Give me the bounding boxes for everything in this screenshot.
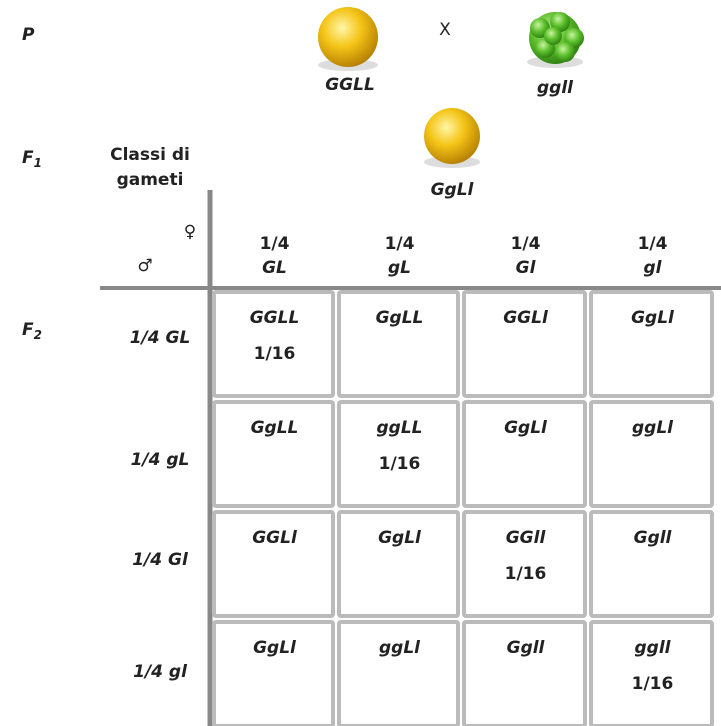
gamete-header: gameti [117, 170, 184, 190]
cell [589, 400, 714, 508]
cell [212, 620, 335, 726]
cell-genotype: GgLl [253, 638, 297, 658]
cell [337, 400, 460, 508]
cell-genotype: ggll [635, 638, 672, 658]
cell [462, 510, 587, 618]
cell-genotype: GgLL [376, 308, 424, 328]
cell [589, 510, 714, 618]
cell-fraction: 1/16 [379, 454, 421, 474]
column-gamete: GL [262, 258, 287, 278]
row-label: 1/4 Gl [132, 550, 189, 570]
cell [212, 290, 335, 398]
cell-genotype: Ggll [634, 528, 673, 548]
generation-letter: F [22, 320, 34, 340]
cell-genotype: GgLl [378, 528, 422, 548]
cell-genotype: GgLL [251, 418, 299, 438]
parent-genotype: ggll [537, 78, 574, 98]
cell [462, 290, 587, 398]
cell-genotype: GgLl [631, 308, 675, 328]
generation-sub: 2 [34, 328, 42, 342]
column-fraction: 1/4 [385, 234, 415, 254]
cell [337, 510, 460, 618]
cell [337, 290, 460, 398]
cell [589, 290, 714, 398]
cell-genotype: ggLl [632, 418, 674, 438]
column-fraction: 1/4 [511, 234, 541, 254]
yellow-seed [424, 108, 480, 164]
cell-genotype: Ggll [507, 638, 546, 658]
generation-label: F2 [22, 320, 42, 342]
column-gamete: gL [388, 258, 411, 278]
row-label: 1/4 gl [133, 662, 188, 682]
cell [212, 400, 335, 508]
generation-sub: 1 [34, 156, 42, 170]
generation-label: F1 [22, 148, 42, 170]
column-fraction: 1/4 [638, 234, 668, 254]
cell-genotype: ggLl [379, 638, 421, 658]
cell-genotype: GGLL [250, 308, 300, 328]
cell [337, 620, 460, 726]
cell [212, 510, 335, 618]
cell [462, 620, 587, 726]
column-fraction: 1/4 [260, 234, 290, 254]
male-symbol: ♂ [137, 256, 152, 276]
cell-fraction: 1/16 [254, 344, 296, 364]
cell-genotype: GGLl [252, 528, 298, 548]
green-wrinkled-seed [527, 12, 584, 68]
cell-genotype: GGll [506, 528, 547, 548]
gamete-header: Classi di [110, 145, 190, 165]
cell-genotype: ggLL [376, 418, 422, 438]
cell-genotype: GgLl [504, 418, 548, 438]
f1-genotype: GgLl [431, 180, 475, 200]
cell-fraction: 1/16 [505, 564, 547, 584]
column-gamete: Gl [516, 258, 537, 278]
cell [462, 400, 587, 508]
cross-sign: X [439, 20, 451, 40]
generation-letter: P [22, 25, 35, 45]
column-gamete: gl [644, 258, 663, 278]
female-symbol: ♀ [184, 222, 196, 242]
row-label: 1/4 gL [131, 450, 190, 470]
generation-label: P [22, 25, 35, 45]
generation-letter: F [22, 148, 34, 168]
yellow-seed [318, 7, 378, 67]
row-label: 1/4 GL [130, 328, 191, 348]
parent-genotype: GGLL [325, 75, 375, 95]
cell [589, 620, 714, 726]
cell-fraction: 1/16 [632, 674, 674, 694]
cell-genotype: GGLl [503, 308, 549, 328]
